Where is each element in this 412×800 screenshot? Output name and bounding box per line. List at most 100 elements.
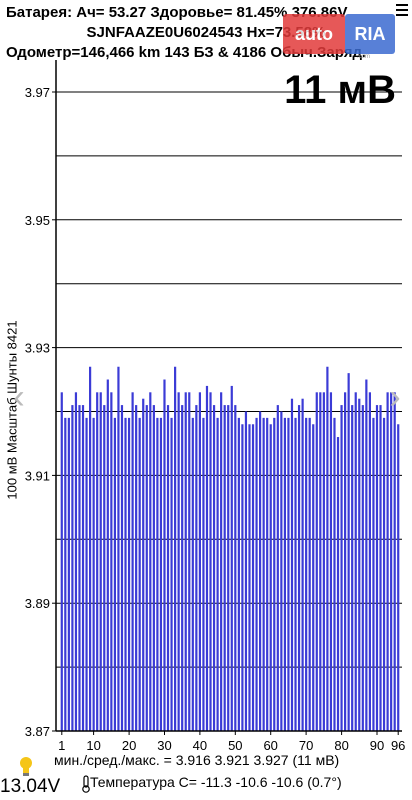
bar [156,417,159,731]
bar [117,366,120,731]
bar [347,373,350,731]
bar [227,405,230,731]
bar [202,417,205,731]
cell-voltage-chart: 3.97 3.95 3.93 3.91 3.89 3.87 1 10 20 30 40 50 60 70 8… [25,60,405,753]
bar [287,417,290,731]
bar [322,392,325,731]
bar [255,417,258,731]
bar [113,417,116,731]
bar [78,405,81,731]
min-avg-max-stats: мин./сред./макс. = 3.916 3.921 3.927 (11… [54,752,340,768]
x-tick-label: 20 [122,738,136,753]
x-tick-label: 1 [58,738,65,753]
bar [372,417,375,731]
bar [319,392,322,731]
x-tick-label: 50 [228,738,242,753]
chevron-left-icon[interactable]: ‹ [13,378,25,416]
aux-battery-voltage: 13.04V [0,776,61,797]
bar [308,417,311,731]
bar [333,417,336,731]
bar [241,424,244,731]
bar [344,392,347,731]
bar [188,392,191,731]
vin-and-health: SJNFAAZE0U6024543 Hx=73.58% [86,24,326,41]
bar [124,417,127,731]
y-tick-label: 3.91 [25,468,50,483]
bar [220,392,223,731]
watermark-logo: auto RIA .com [283,12,401,60]
bar [358,398,361,731]
odometer-and-charges: Одометр=146,466 km 143 БЗ & 4186 Обыч.За… [6,44,367,61]
bar [103,405,106,731]
bar [393,392,396,731]
bar [131,392,134,731]
bar [361,405,364,731]
bars-layer [60,366,400,731]
bar [340,405,343,731]
bar [251,424,255,731]
bar [96,392,99,731]
bar [269,424,272,731]
bar [92,417,95,731]
bar [266,417,269,731]
bar [85,417,88,731]
bar [64,417,67,731]
bar [230,385,233,731]
bar [209,392,212,731]
chevron-right-icon[interactable]: › [389,378,401,416]
bar [262,417,265,731]
bar [159,417,163,731]
bar [120,405,124,731]
bar [177,392,180,731]
bar [280,411,283,731]
bar [170,417,173,731]
bar [326,366,329,731]
bar [89,366,92,731]
x-tick-label: 30 [157,738,171,753]
x-tick-label: 80 [334,738,348,753]
bar [149,392,152,731]
lightbulb-icon [20,757,32,776]
bar [67,417,70,731]
thermometer-icon [82,775,90,793]
bar [152,405,155,731]
bar [382,417,386,731]
bar [244,411,248,731]
bar [336,437,340,731]
bar [145,405,148,731]
x-tick-label: 90 [370,738,384,753]
bar [205,385,209,731]
bar [71,405,74,731]
bar [99,392,102,731]
bar [297,405,301,731]
bar [174,366,177,731]
bar [216,417,219,731]
battery-summary: Батарея: Ач= 53.27 Здоровье= 81.45% 376.… [6,4,348,21]
y-tick-label: 3.87 [25,724,50,739]
bar [127,417,131,731]
bar [354,392,357,731]
bar [312,424,315,731]
x-tick-label: 10 [86,738,100,753]
bar [305,417,308,731]
bar [273,417,276,731]
bar [351,405,354,731]
bar [386,392,389,731]
bar [259,411,262,731]
logo-com: .com [357,54,371,60]
logo-ria: RIA [345,14,395,54]
bar [74,392,78,731]
bar [301,398,304,731]
bar [329,392,333,731]
bar [237,417,240,731]
bar [142,398,145,731]
bar [365,379,368,731]
y-tick-label: 3.89 [25,596,50,611]
bar [375,405,379,731]
temperature-readout: Температура С= -11.3 -10.6 -10.6 (0.7°) [90,774,342,790]
bar [166,405,170,731]
menu-icon[interactable] [396,4,408,18]
bar [106,379,109,731]
bar [184,392,187,731]
bar [223,405,226,731]
